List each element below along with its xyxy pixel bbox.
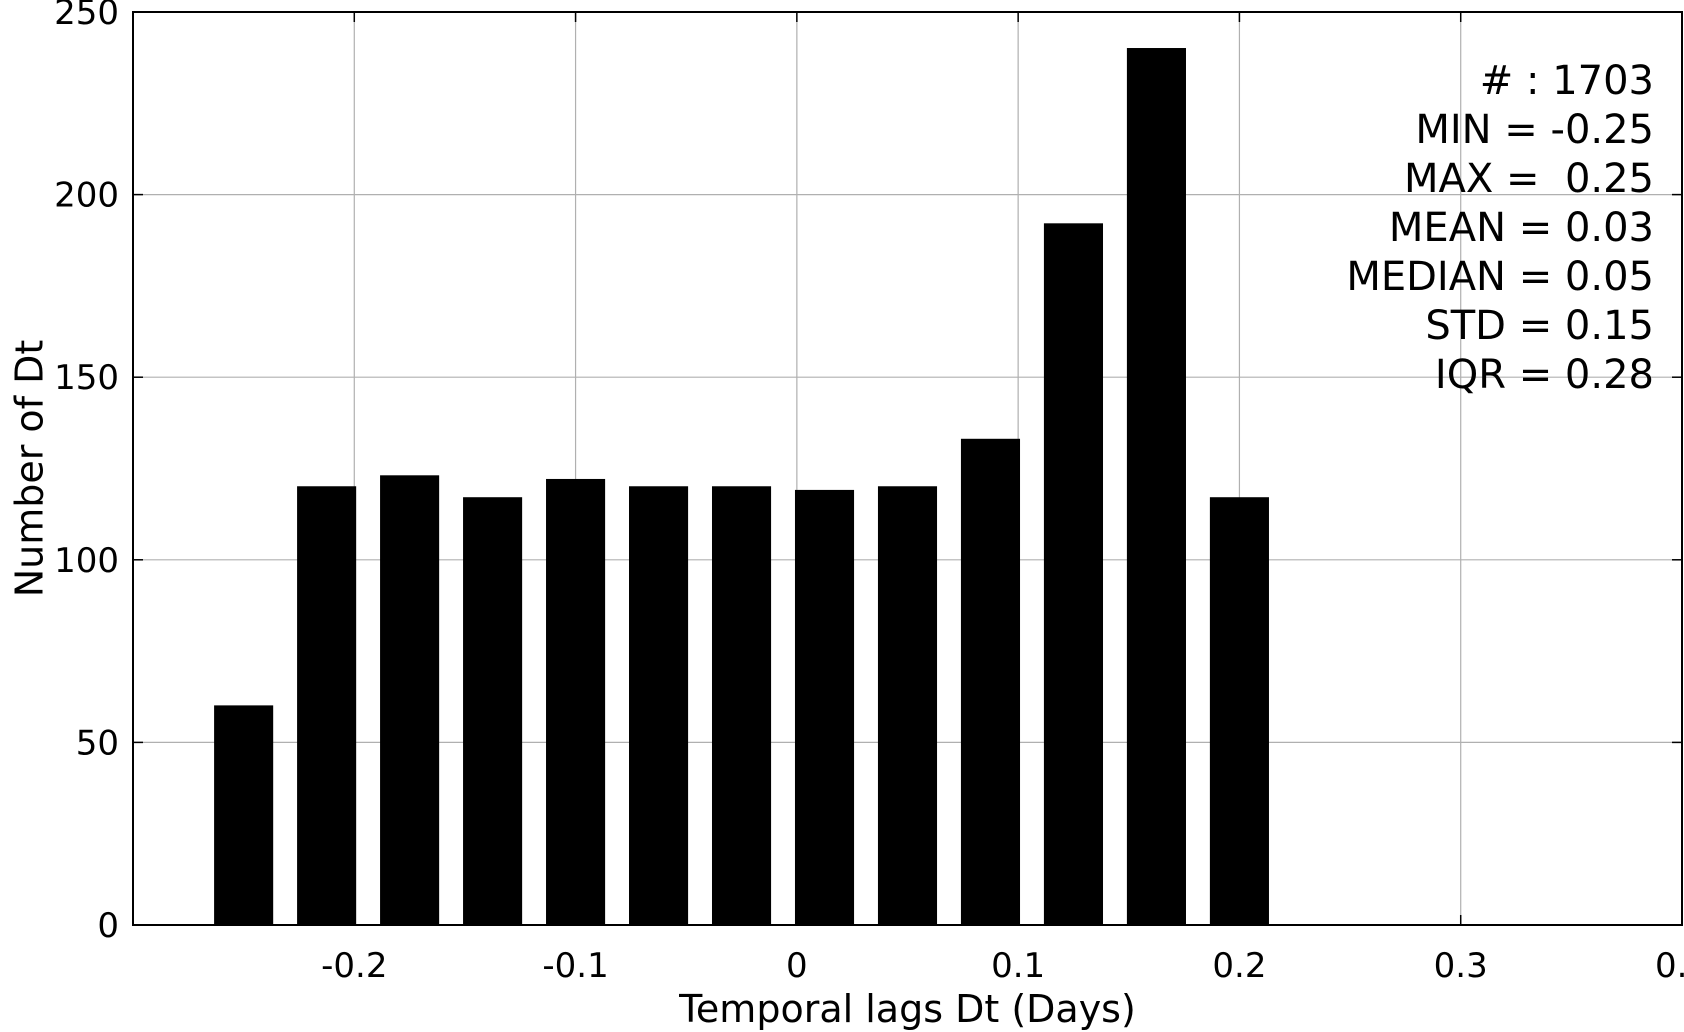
- plot-frame: [132, 11, 1683, 926]
- y-tick-label: 150: [54, 358, 119, 398]
- y-tick-label: 200: [54, 176, 119, 216]
- histogram-bar: [960, 438, 1021, 926]
- histogram-bar: [546, 478, 606, 926]
- x-tick-label: 0.1: [991, 946, 1045, 986]
- histogram-bar: [214, 705, 274, 926]
- histogram-bar: [1126, 48, 1186, 926]
- x-tick-label: 0: [786, 946, 808, 986]
- y-tick-label: 50: [76, 723, 119, 763]
- x-axis-title: Temporal lags Dt (Days): [678, 987, 1136, 1031]
- histogram-bar: [380, 475, 440, 926]
- x-tick-labels: -0.2 -0.1 0 0.1 0.2 0.3 0.4: [321, 946, 1684, 986]
- stat-line: MEAN = 0.03: [1389, 205, 1654, 251]
- histogram-bar: [794, 489, 855, 926]
- y-tick-labels: 0 50 100 150 200 250: [54, 0, 119, 946]
- stat-line: # : 1703: [1480, 58, 1654, 104]
- x-tick-label: 0.4: [1655, 946, 1684, 986]
- histogram-bar: [877, 486, 938, 926]
- histogram-bar: [629, 486, 689, 926]
- ticks: [133, 11, 1683, 926]
- y-tick-label: 100: [54, 541, 119, 581]
- bars: [214, 48, 1269, 926]
- stat-line: MEDIAN = 0.05: [1346, 254, 1654, 300]
- y-tick-label: 0: [97, 906, 119, 946]
- x-tick-label: -0.1: [542, 946, 608, 986]
- histogram-bar: [463, 497, 523, 926]
- stat-line: STD = 0.15: [1425, 303, 1654, 349]
- x-tick-label: -0.2: [321, 946, 387, 986]
- stat-line: MAX = 0.25: [1404, 156, 1654, 202]
- histogram-bar: [711, 486, 772, 926]
- histogram-bar: [1043, 223, 1104, 926]
- histogram-bar: [1209, 497, 1269, 926]
- y-tick-label: 250: [54, 0, 119, 33]
- x-tick-label: 0.2: [1212, 946, 1266, 986]
- histogram-bar: [297, 486, 357, 926]
- stat-line: MIN = -0.25: [1415, 107, 1654, 153]
- y-axis-title: Number of Dt: [8, 340, 52, 598]
- x-tick-label: 0.3: [1434, 946, 1488, 986]
- stat-line: IQR = 0.28: [1435, 352, 1654, 398]
